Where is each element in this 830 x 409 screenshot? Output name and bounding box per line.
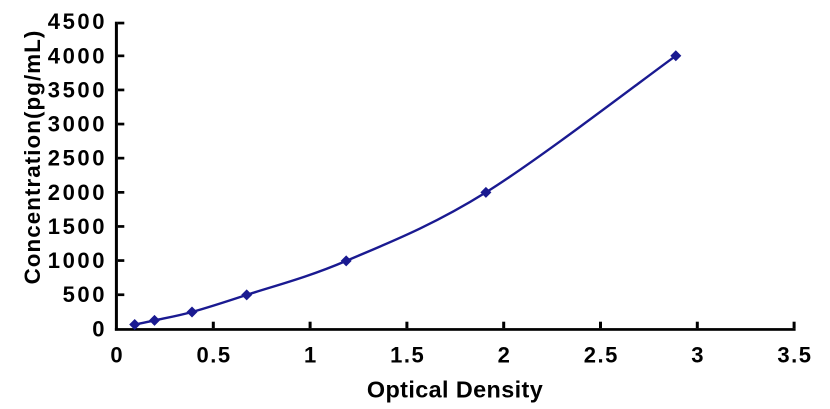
svg-text:3000: 3000 [48, 112, 107, 137]
svg-text:3.5: 3.5 [777, 343, 812, 368]
svg-text:Concentration(pg/mL): Concentration(pg/mL) [20, 30, 45, 285]
svg-text:2.5: 2.5 [584, 343, 619, 368]
svg-text:1.5: 1.5 [390, 343, 425, 368]
svg-text:4500: 4500 [48, 9, 107, 34]
svg-text:2500: 2500 [48, 146, 107, 171]
svg-text:0.5: 0.5 [197, 343, 232, 368]
svg-text:500: 500 [63, 282, 108, 307]
svg-text:3: 3 [691, 343, 705, 368]
svg-text:1500: 1500 [48, 214, 107, 239]
svg-text:Optical Density: Optical Density [367, 377, 543, 403]
svg-text:1000: 1000 [48, 248, 107, 273]
svg-text:2: 2 [498, 343, 512, 368]
svg-text:0: 0 [110, 343, 124, 368]
svg-text:3500: 3500 [48, 77, 107, 102]
svg-text:1: 1 [304, 343, 318, 368]
svg-text:4000: 4000 [48, 43, 107, 68]
svg-text:2000: 2000 [48, 180, 107, 205]
svg-text:0: 0 [92, 316, 107, 341]
